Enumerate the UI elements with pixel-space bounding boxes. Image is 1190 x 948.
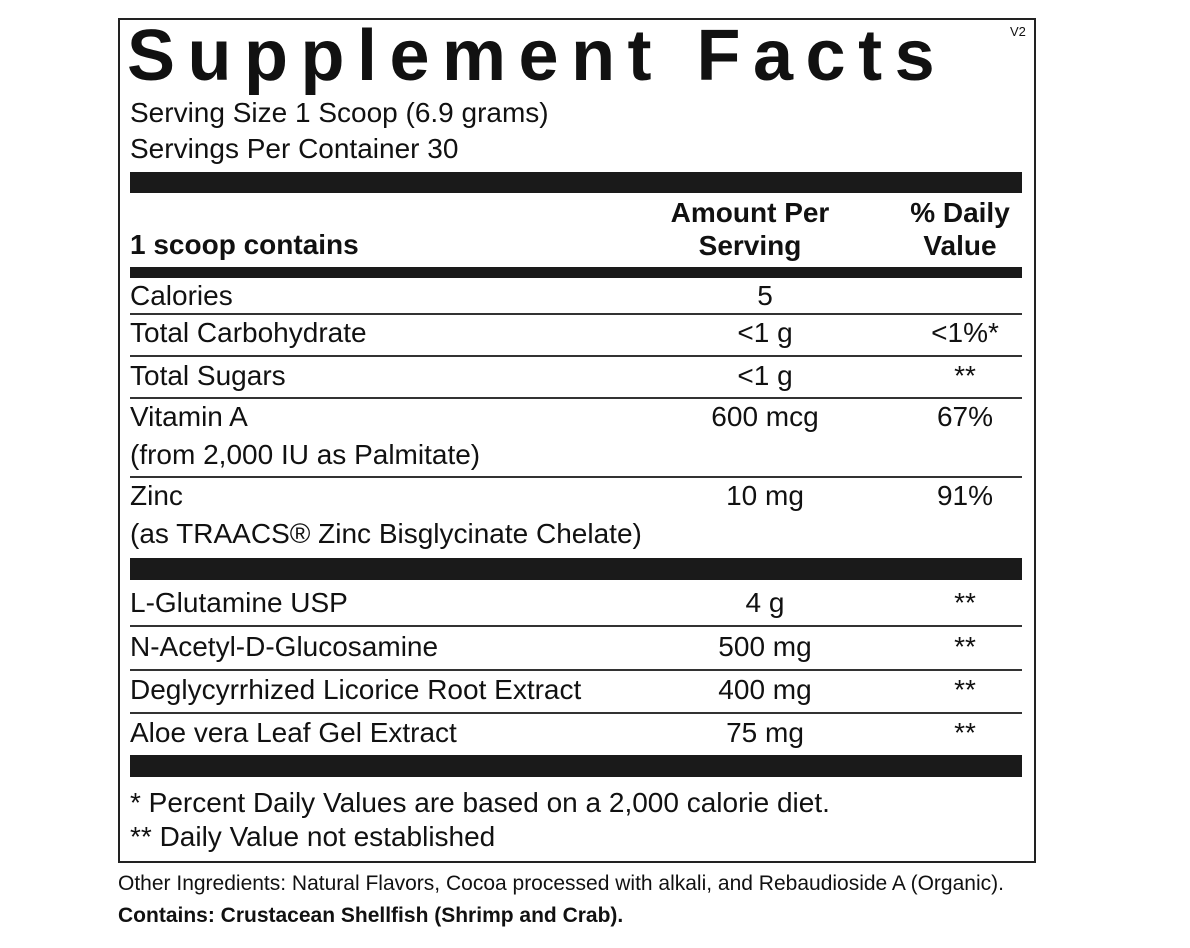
nutrient-name: L-Glutamine USP [130, 587, 348, 618]
daily-value: 91% [936, 480, 994, 511]
servings-per-container: Servings Per Container 30 [130, 133, 459, 164]
nutrient-name: Total Sugars [130, 360, 286, 391]
nutrient-name: Aloe vera Leaf Gel Extract [130, 717, 457, 748]
footnote: ** Daily Value not established [130, 821, 496, 852]
version: V2 [1010, 24, 1026, 39]
row-rule [130, 313, 1022, 315]
divider [130, 558, 1022, 580]
other-ingredients: Other Ingredients: Natural Flavors, Coco… [118, 872, 1004, 895]
title: Supplement Facts [127, 16, 948, 96]
divider [130, 172, 1022, 193]
amount: <1 g [737, 317, 793, 348]
amount: 75 mg [726, 717, 804, 748]
row-rule [130, 669, 1022, 671]
nutrient-name: Calories [130, 280, 233, 311]
facts-panel [118, 18, 1036, 863]
amount: 5 [757, 280, 773, 311]
daily-value: <1%* [931, 317, 999, 348]
nutrient-name: Vitamin A [130, 401, 248, 432]
serving-size: Serving Size 1 Scoop (6.9 grams) [130, 97, 549, 128]
row-rule [130, 625, 1022, 627]
row-rule [130, 476, 1022, 478]
amount: 600 mcg [711, 401, 819, 432]
nutrient-detail: (from 2,000 IU as Palmitate) [130, 439, 481, 470]
row-rule [130, 355, 1022, 357]
nutrient-name: N-Acetyl-D-Glucosamine [130, 631, 439, 662]
divider [130, 755, 1022, 777]
nutrient-name: Zinc [130, 480, 183, 511]
amount: 4 g [745, 587, 785, 618]
amount: <1 g [737, 360, 793, 391]
daily-value: ** [954, 631, 976, 662]
daily-value: ** [954, 360, 976, 391]
daily-value: 67% [936, 401, 994, 432]
nutrient-name: Deglycyrrhized Licorice Root Extract [130, 674, 582, 705]
daily-value: ** [954, 674, 976, 705]
allergen-statement: Contains: Crustacean Shellfish (Shrimp a… [118, 904, 624, 927]
amount: 400 mg [718, 674, 812, 705]
amount: 500 mg [718, 631, 812, 662]
footnote: * Percent Daily Values are based on a 2,… [130, 787, 830, 818]
nutrient-detail: (as TRAACS® Zinc Bisglycinate Chelate) [130, 518, 642, 549]
divider [130, 267, 1022, 278]
column-header: % Daily Value [910, 197, 1010, 261]
amount: 10 mg [726, 480, 804, 511]
row-rule [130, 397, 1022, 399]
row-rule [130, 712, 1022, 714]
nutrient-name: Total Carbohydrate [130, 317, 367, 348]
column-header: 1 scoop contains [130, 229, 359, 260]
daily-value: ** [954, 717, 976, 748]
column-header: Amount Per Serving [670, 197, 830, 261]
daily-value: ** [954, 587, 976, 618]
